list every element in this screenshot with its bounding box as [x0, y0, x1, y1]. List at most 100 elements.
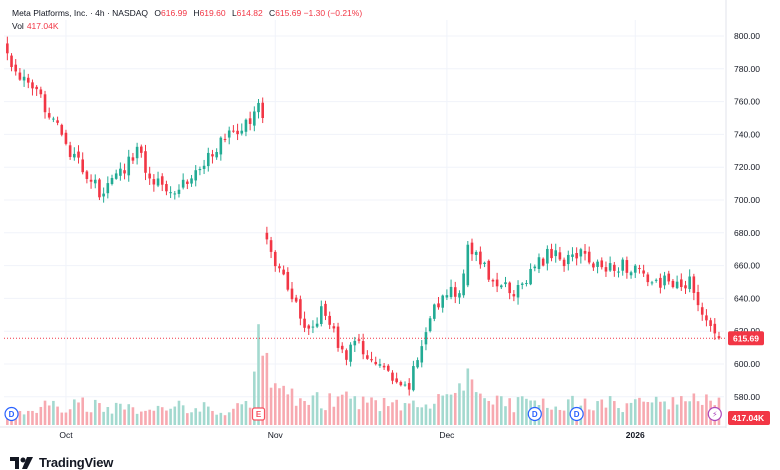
dividend-marker[interactable]: D	[527, 406, 542, 422]
low-label: L	[231, 8, 237, 18]
dividend-label: D	[9, 410, 15, 419]
candle-body	[696, 291, 700, 306]
volume-bar	[566, 399, 570, 425]
dividend-marker[interactable]: D	[569, 406, 584, 422]
candle-body	[424, 332, 428, 345]
candle-body	[667, 273, 671, 282]
volume-bar	[617, 408, 620, 425]
candle-body	[320, 306, 323, 324]
volume-bar	[453, 392, 457, 425]
volume-bar	[474, 392, 478, 425]
volume-bar	[119, 403, 122, 425]
candle-body	[663, 275, 666, 286]
candle-body	[114, 173, 118, 179]
candle-body	[35, 86, 38, 90]
candle-body	[119, 168, 122, 176]
candle-body	[273, 251, 277, 267]
volume-bar	[311, 395, 315, 425]
candle-layer	[6, 36, 721, 396]
volume-bar	[357, 409, 361, 425]
candle-body	[378, 364, 382, 366]
candle-body	[646, 274, 650, 283]
volume-bar	[407, 403, 411, 425]
candle-body	[261, 102, 264, 118]
candle-body	[562, 259, 566, 267]
earnings-marker[interactable]: E	[251, 407, 266, 421]
candle-body	[290, 288, 294, 300]
x-tick-label: 2026	[626, 430, 645, 440]
marker-layer: D E D D ⚡	[4, 406, 722, 422]
volume-bar	[525, 398, 528, 425]
volume-bar	[269, 387, 273, 425]
candle-body	[671, 280, 675, 288]
volume-bar	[500, 396, 503, 425]
volume-bar	[445, 394, 449, 425]
candle-body	[625, 260, 629, 273]
volume-bar	[257, 324, 260, 425]
volume-bar	[504, 406, 507, 425]
candle-body	[307, 325, 311, 329]
candle-body	[491, 279, 495, 282]
candle-body	[382, 365, 386, 368]
dividend-label: D	[532, 410, 538, 419]
volume-label[interactable]: Vol	[12, 21, 24, 31]
candle-body	[332, 326, 336, 329]
candle-body	[144, 151, 147, 173]
candle-body	[395, 378, 398, 383]
volume-bar	[135, 413, 139, 425]
symbol-title[interactable]: Meta Platforms, Inc. · 4h · NASDAQ	[12, 8, 149, 18]
candle-body	[613, 264, 616, 271]
volume-bar	[420, 407, 424, 425]
volume-bar	[190, 412, 193, 425]
volume-bar	[290, 388, 294, 425]
tradingview-logo[interactable]: TradingView	[10, 455, 113, 470]
volume-bar	[261, 355, 264, 425]
volume-bar	[520, 396, 524, 425]
candle-body	[160, 176, 164, 185]
volume-bar	[253, 371, 256, 425]
volume-value: 417.04K	[26, 21, 59, 31]
last-volume-badge	[728, 411, 770, 425]
volume-bar	[165, 410, 168, 425]
dividend-marker[interactable]: D	[4, 406, 19, 422]
volume-bar	[177, 400, 181, 425]
candle-body	[470, 242, 474, 255]
tradingview-logo-text: TradingView	[39, 455, 114, 470]
candle-body	[403, 384, 407, 386]
volume-bar	[68, 409, 72, 425]
volume-bar	[483, 398, 486, 425]
volume-bar	[479, 393, 482, 425]
candle-body	[56, 120, 59, 123]
volume-bar	[278, 388, 281, 425]
candle-body	[462, 273, 465, 296]
candle-body	[89, 179, 93, 182]
candle-body	[416, 360, 419, 368]
candle-body	[47, 113, 51, 118]
candle-body	[508, 282, 511, 294]
volume-bar	[646, 402, 650, 425]
volume-bar	[198, 411, 202, 425]
volume-bar	[223, 415, 227, 425]
candle-body	[399, 382, 403, 386]
symbol-legend: Meta Platforms, Inc. · 4h · NASDAQ O616.…	[12, 7, 362, 20]
volume-bar	[219, 412, 223, 425]
candle-body	[219, 137, 223, 155]
candle-body	[479, 251, 482, 265]
candle-body	[541, 258, 545, 266]
high-label: H	[193, 8, 200, 18]
candle-body	[650, 282, 654, 284]
volume-bar	[127, 404, 131, 425]
volume-bar	[211, 410, 214, 425]
volume-bar	[458, 383, 461, 425]
volume-bar	[286, 394, 290, 425]
volume-bar	[315, 392, 319, 425]
last-price-label: 615.69	[733, 333, 759, 343]
split-marker[interactable]: ⚡	[707, 406, 722, 422]
candle-body	[391, 372, 394, 381]
candle-body	[173, 193, 177, 195]
high-value: 619.60	[199, 8, 226, 18]
volume-bar	[152, 410, 156, 425]
dividend-icon	[569, 406, 584, 422]
